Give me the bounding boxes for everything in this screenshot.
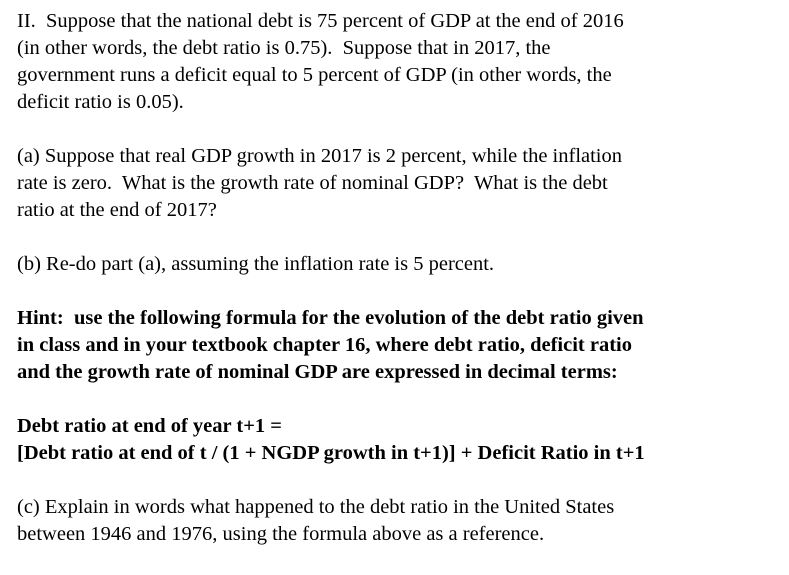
formula-line: Debt ratio at end of year t+1 = [17, 415, 282, 437]
intro-line: (in other words, the debt ratio is 0.75)… [17, 37, 551, 59]
part-a-paragraph: (a) Suppose that real GDP growth in 2017… [17, 143, 777, 224]
formula-paragraph: Debt ratio at end of year t+1 = [Debt ra… [17, 413, 777, 467]
part-c-line: between 1946 and 1976, using the formula… [17, 523, 545, 545]
formula-line: [Debt ratio at end of t / (1 + NGDP grow… [17, 442, 645, 464]
intro-paragraph: II. Suppose that the national debt is 75… [17, 8, 777, 116]
part-c-line: (c) Explain in words what happened to th… [17, 496, 615, 518]
part-c-paragraph: (c) Explain in words what happened to th… [17, 494, 777, 548]
intro-line: II. Suppose that the national debt is 75… [17, 10, 624, 32]
hint-line: in class and in your textbook chapter 16… [17, 334, 632, 356]
intro-line: deficit ratio is 0.05). [17, 91, 184, 113]
part-b-paragraph: (b) Re-do part (a), assuming the inflati… [17, 251, 777, 278]
part-b-line: (b) Re-do part (a), assuming the inflati… [17, 253, 495, 275]
hint-line: and the growth rate of nominal GDP are e… [17, 361, 618, 383]
part-a-line: ratio at the end of 2017? [17, 199, 217, 221]
part-a-line: rate is zero. What is the growth rate of… [17, 172, 608, 194]
hint-paragraph: Hint: use the following formula for the … [17, 305, 777, 386]
part-a-line: (a) Suppose that real GDP growth in 2017… [17, 145, 623, 167]
intro-line: government runs a deficit equal to 5 per… [17, 64, 612, 86]
document-body: II. Suppose that the national debt is 75… [17, 8, 777, 575]
hint-line: Hint: use the following formula for the … [17, 307, 644, 329]
